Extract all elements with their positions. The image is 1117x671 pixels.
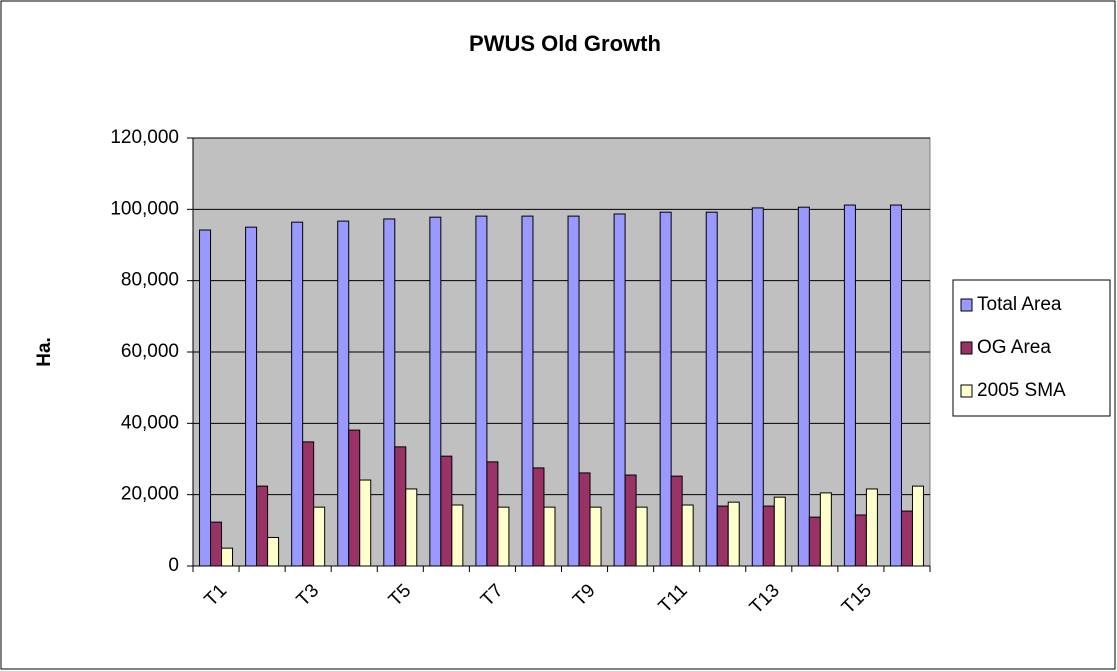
bar xyxy=(762,505,775,567)
bar xyxy=(854,514,867,567)
bar xyxy=(440,455,453,567)
bar xyxy=(843,204,856,567)
legend-box xyxy=(952,279,1111,417)
bar xyxy=(497,506,510,567)
bar xyxy=(313,506,326,567)
y-tick-label: 40,000 xyxy=(121,412,179,433)
bar xyxy=(543,506,556,567)
bar xyxy=(797,206,810,567)
bar xyxy=(221,547,234,567)
y-tick-label: 20,000 xyxy=(121,484,179,505)
bar xyxy=(589,506,602,567)
bar xyxy=(302,441,315,567)
bar xyxy=(267,536,280,567)
bar xyxy=(245,226,258,567)
legend-label: 2005 SMA xyxy=(977,380,1066,401)
legend-swatch xyxy=(960,341,973,355)
bar xyxy=(716,505,729,567)
bar xyxy=(394,446,407,567)
bar xyxy=(727,501,740,567)
bar xyxy=(751,207,764,567)
bar xyxy=(486,461,499,567)
legend-swatch xyxy=(960,384,973,398)
bar xyxy=(451,504,464,567)
bar xyxy=(900,510,913,567)
y-tick-label: 100,000 xyxy=(110,198,179,219)
y-tick-label: 120,000 xyxy=(110,127,179,148)
bar xyxy=(532,467,545,567)
bar xyxy=(613,213,626,567)
bar xyxy=(383,218,396,567)
y-tick-label: 0 xyxy=(168,555,179,576)
bar xyxy=(337,220,350,567)
bar xyxy=(199,229,212,567)
bar xyxy=(429,216,442,567)
legend-label: OG Area xyxy=(977,337,1051,358)
bar xyxy=(578,472,591,567)
bar xyxy=(670,475,683,567)
bar xyxy=(865,488,878,567)
bar xyxy=(911,485,924,567)
bar xyxy=(521,215,534,567)
bar xyxy=(291,221,304,567)
bar xyxy=(659,211,672,567)
bar xyxy=(808,516,821,567)
y-tick-label: 80,000 xyxy=(121,270,179,291)
bar xyxy=(681,504,694,567)
bar xyxy=(348,429,361,567)
y-tick-label: 60,000 xyxy=(121,341,179,362)
bar xyxy=(705,211,718,567)
bar xyxy=(635,506,648,567)
bar xyxy=(819,492,832,567)
chart-title: PWUS Old Growth xyxy=(469,31,661,56)
legend-swatch xyxy=(960,298,973,312)
bar xyxy=(475,215,488,567)
bar xyxy=(889,204,902,567)
bar xyxy=(256,485,269,567)
bar xyxy=(773,496,786,567)
legend-label: Total Area xyxy=(977,294,1062,315)
bar xyxy=(567,215,580,567)
y-axis-title: Ha. xyxy=(34,337,55,367)
bar xyxy=(405,488,418,567)
bar xyxy=(624,474,637,567)
bar xyxy=(359,479,372,567)
bar xyxy=(210,521,223,567)
